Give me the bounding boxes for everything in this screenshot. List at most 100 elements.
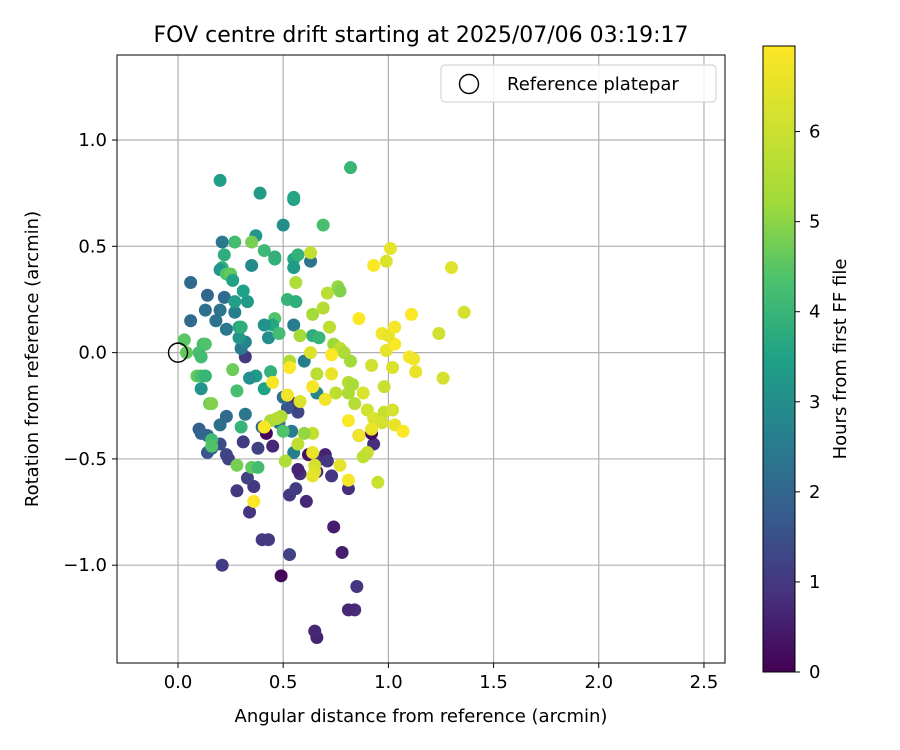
colorbar-tick-label: 3 <box>809 392 820 413</box>
data-points <box>177 161 471 644</box>
data-point <box>240 471 254 485</box>
data-point <box>228 235 242 249</box>
data-point <box>306 446 320 460</box>
data-point <box>299 494 313 508</box>
data-point <box>226 363 240 377</box>
data-point <box>407 352 421 366</box>
data-point <box>386 403 400 417</box>
legend: Reference platepar <box>440 64 717 103</box>
data-point <box>257 420 271 434</box>
data-point <box>365 422 379 436</box>
data-point <box>219 409 233 423</box>
data-point <box>278 454 292 468</box>
colorbar-label: Hours from first FF file <box>830 259 851 460</box>
data-point <box>396 424 410 438</box>
data-point <box>344 354 358 368</box>
data-point <box>213 173 227 187</box>
data-point <box>341 386 355 400</box>
y-tick-label: −0.5 <box>63 449 107 470</box>
data-point <box>445 261 459 275</box>
data-point <box>261 331 275 345</box>
x-tick-label: 0.5 <box>269 672 298 693</box>
colorbar-tick-label: 6 <box>809 122 820 143</box>
data-point <box>316 301 330 315</box>
data-point <box>383 241 397 255</box>
data-point <box>316 218 330 232</box>
colorbar-tick-label: 4 <box>809 302 820 323</box>
reference-point <box>167 342 189 363</box>
data-point <box>217 248 231 262</box>
data-point <box>352 312 366 326</box>
data-point <box>306 380 320 394</box>
data-point <box>375 416 389 430</box>
data-point <box>333 284 347 298</box>
data-point <box>379 254 393 268</box>
data-point <box>213 303 227 317</box>
data-point <box>377 380 391 394</box>
y-tick-label: −1.0 <box>63 555 107 576</box>
data-point <box>280 388 294 402</box>
plot-frame <box>116 54 726 664</box>
legend-box <box>440 64 717 103</box>
data-point <box>322 320 336 334</box>
data-point <box>236 284 250 298</box>
data-point <box>230 458 244 472</box>
x-axis-label: Angular distance from reference (arcmin) <box>235 706 608 727</box>
data-point <box>251 460 265 474</box>
data-point <box>352 429 366 443</box>
data-point <box>243 371 257 385</box>
data-point <box>205 397 219 411</box>
data-point <box>320 454 334 468</box>
colorbar-gradient <box>762 45 796 673</box>
data-point <box>228 305 242 319</box>
data-point <box>198 303 212 317</box>
data-point <box>228 295 242 309</box>
data-point <box>333 458 347 472</box>
data-point <box>226 273 240 287</box>
data-point <box>325 469 339 483</box>
data-point <box>177 333 191 347</box>
data-point <box>205 439 219 453</box>
data-point <box>184 314 198 328</box>
data-point <box>272 326 286 340</box>
x-tick-label: 2.0 <box>584 672 613 693</box>
data-point <box>287 261 301 275</box>
data-point <box>194 350 208 364</box>
y-tick-label: 1.0 <box>78 130 107 151</box>
x-tick-label: 0.0 <box>164 672 193 693</box>
chart-title: FOV centre drift starting at 2025/07/06 … <box>154 23 689 48</box>
data-point <box>276 218 290 232</box>
data-point <box>320 286 334 300</box>
data-point <box>261 533 275 547</box>
data-point <box>247 494 261 508</box>
data-point <box>230 484 244 498</box>
data-point <box>287 318 301 332</box>
y-tick-label: 0.0 <box>78 343 107 364</box>
data-point <box>348 397 362 411</box>
x-tick-label: 1.5 <box>479 672 508 693</box>
data-point <box>209 314 223 328</box>
x-tick-label: 1.0 <box>374 672 403 693</box>
grid <box>117 55 725 663</box>
data-point <box>234 320 248 334</box>
data-point <box>283 548 297 562</box>
data-point <box>230 384 244 398</box>
y-axis-label: Rotation from reference (arcmin) <box>22 211 43 507</box>
data-point <box>289 275 303 289</box>
data-point <box>367 258 381 272</box>
data-point <box>264 365 278 379</box>
y-axis-ticks: −1.0 −0.5 0.0 0.5 1.0 <box>63 130 117 576</box>
data-point <box>405 307 419 321</box>
data-point <box>341 414 355 428</box>
data-point <box>457 305 471 319</box>
data-point <box>371 475 385 489</box>
data-point <box>386 361 400 375</box>
data-point <box>289 482 303 496</box>
data-point <box>297 426 311 440</box>
legend-reference-symbol <box>458 73 480 95</box>
data-point <box>344 161 358 175</box>
data-point <box>291 248 305 262</box>
data-point <box>238 407 252 421</box>
data-point <box>341 473 355 487</box>
colorbar-tick-label: 5 <box>809 212 820 233</box>
